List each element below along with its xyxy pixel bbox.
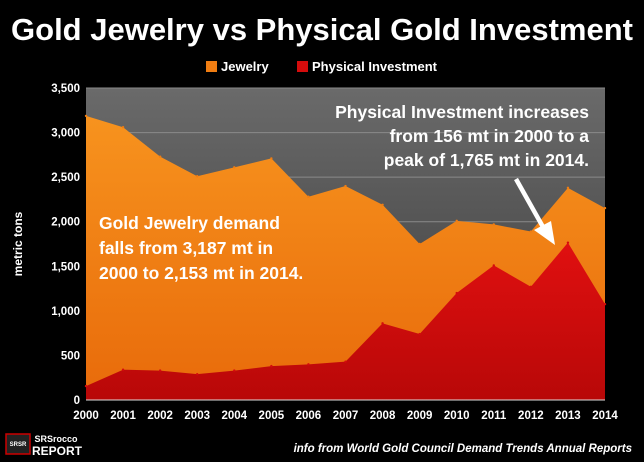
data-point (566, 186, 570, 190)
annotation-jewelry-line-1: Gold Jewelry demand (99, 213, 280, 233)
logo-badge (5, 433, 31, 455)
area-physical-investment (86, 242, 605, 400)
data-point (603, 302, 607, 306)
annotation-investment-line-3: peak of 1,765 mt in 2014. (384, 150, 589, 170)
data-point (603, 206, 607, 210)
data-point (84, 384, 88, 388)
logo-badge-text: SRSR (10, 442, 27, 448)
data-point (196, 372, 199, 376)
data-point (418, 332, 421, 336)
x-tick-label: 2012 (518, 410, 544, 422)
x-tick-label: 2014 (592, 410, 618, 422)
annotation-jewelry-line-3: 2000 to 2,153 mt in 2014. (99, 263, 303, 283)
data-point (529, 230, 533, 233)
annotation-investment-line-1: Physical Investment increases (335, 102, 589, 122)
y-tick-label: 0 (74, 395, 80, 407)
x-tick-label: 2007 (333, 410, 359, 422)
logo-text-top: SRSrocco (34, 434, 78, 444)
legend-swatch-jewelry (206, 61, 217, 72)
data-point (307, 195, 310, 198)
y-tick-label: 2,500 (51, 172, 80, 184)
data-point (158, 155, 162, 158)
data-point (529, 285, 533, 288)
data-point (455, 219, 458, 223)
x-tick-label: 2003 (184, 410, 210, 422)
legend-label-physical-investment: Physical Investment (312, 59, 438, 74)
data-point (270, 157, 273, 160)
data-point (84, 114, 88, 118)
annotation-investment-line-2: from 156 mt in 2000 to a (390, 126, 590, 146)
data-point (121, 368, 125, 371)
annotation-jewelry-line-2: falls from 3,187 mt in (99, 238, 273, 258)
data-point (307, 363, 310, 366)
x-tick-label: 2000 (73, 410, 99, 422)
data-point (158, 369, 162, 372)
data-point (381, 322, 384, 325)
data-point (344, 184, 347, 188)
chart-title: Gold Jewelry vs Physical Gold Investment (11, 12, 633, 47)
y-axis-label: metric tons (11, 211, 25, 276)
series-areas (84, 114, 607, 401)
arrow-icon (514, 177, 555, 245)
y-tick-label: 3,500 (51, 83, 80, 95)
y-tick-label: 1,000 (51, 306, 80, 318)
legend-label-jewelry: Jewelry (221, 59, 269, 74)
legend-swatch-physical-investment (297, 61, 308, 72)
x-tick-label: 2009 (407, 410, 433, 422)
x-tick-label: 2002 (147, 410, 173, 422)
y-tick-label: 3,000 (51, 128, 80, 140)
y-tick-label: 2,000 (51, 217, 80, 229)
x-tick-label: 2008 (370, 410, 396, 422)
y-tick-label: 1,500 (51, 261, 80, 273)
x-tick-label: 2013 (555, 410, 581, 422)
y-tick-label: 500 (61, 350, 80, 362)
x-tick-label: 2011 (481, 410, 507, 422)
data-point (492, 264, 495, 267)
x-tick-label: 2010 (444, 410, 470, 422)
srsrocco-logo: SRSR SRSrocco REPORT (5, 433, 83, 458)
y-axis-ticks: 0 500 1,000 1,500 2,000 2,500 3,000 3,500 (51, 83, 80, 407)
data-point (121, 126, 125, 129)
data-point (455, 291, 458, 295)
x-tick-label: 2006 (296, 410, 322, 422)
source-note: info from World Gold Council Demand Tren… (294, 443, 632, 455)
data-point (492, 223, 495, 226)
data-point (270, 364, 273, 368)
logo-text-bottom: REPORT (32, 444, 83, 458)
annotations: Physical Investment increases from 156 m… (99, 102, 589, 283)
x-axis-ticks: 2000 2001 2002 2003 2004 2005 2006 2007 2008 2009… (73, 410, 618, 422)
data-point (344, 360, 347, 363)
data-point (233, 166, 236, 169)
legend: Jewelry Physical Investment (206, 59, 438, 74)
x-tick-label: 2001 (110, 410, 136, 422)
x-tick-label: 2004 (221, 410, 247, 422)
x-tick-label: 2005 (259, 410, 285, 422)
data-point (196, 175, 199, 178)
data-point (381, 203, 384, 206)
data-point (418, 242, 421, 246)
data-point (566, 241, 570, 244)
data-point (233, 369, 236, 372)
